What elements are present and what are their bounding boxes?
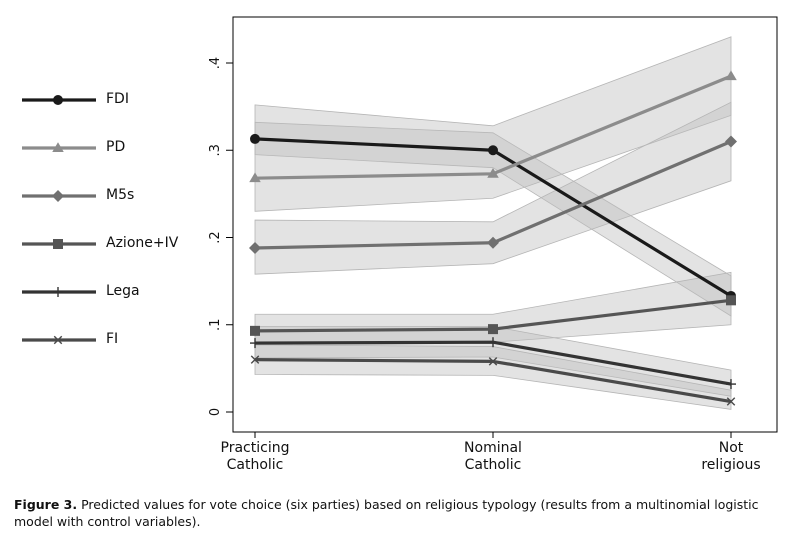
legend-item-lega: Lega: [20, 282, 200, 302]
ci-band-m5s: [254, 101, 732, 275]
legend-key-fdi: [22, 95, 96, 105]
point-pd: [487, 168, 499, 178]
point-azione-iv: [250, 325, 260, 336]
point-fdi: [250, 133, 260, 144]
point-azione-iv: [726, 295, 736, 306]
point-fi: [250, 355, 260, 364]
x-tick-label: Nominal: [464, 440, 522, 456]
legend-label: Azione+IV: [106, 235, 179, 251]
caption-label: Figure 3.: [14, 497, 78, 512]
legend-item-pd: PD: [20, 138, 200, 158]
legend-label: M5s: [106, 187, 135, 203]
x-tick-label: Not: [719, 440, 744, 456]
point-fdi: [488, 145, 498, 156]
x-tick-label: Catholic: [465, 457, 522, 473]
y-tick-label: .2: [208, 231, 223, 243]
point-lega: [250, 338, 260, 349]
x-tick-label: religious: [701, 457, 760, 473]
x-axis: PracticingCatholicNominalCatholicNotreli…: [221, 431, 777, 473]
legend-label: PD: [106, 139, 126, 155]
confidence-bands: [254, 36, 732, 410]
legend-label: Lega: [106, 283, 140, 299]
y-tick-label: .1: [208, 319, 223, 331]
y-tick-label: .3: [208, 144, 223, 156]
legend-key-pd: [22, 142, 96, 152]
y-tick-label: .4: [208, 57, 223, 69]
point-fi: [488, 357, 498, 366]
caption-text: Predicted values for vote choice (six pa…: [14, 497, 759, 529]
x-tick-label: Catholic: [227, 457, 284, 473]
legend-key-azione-iv: [22, 239, 96, 249]
point-pd: [725, 70, 737, 81]
point-azione-iv: [488, 324, 498, 335]
legend-item-fdi: FDI: [20, 90, 200, 110]
legend-item-azione-iv: Azione+IV: [20, 234, 200, 254]
point-m5s: [249, 241, 261, 254]
point-lega: [488, 337, 498, 348]
legend-label: FI: [106, 331, 119, 347]
point-lega: [726, 379, 736, 390]
point-m5s: [725, 135, 737, 148]
y-axis: 0 .1 .2 .3 .4: [208, 17, 234, 432]
legend-key-m5s: [22, 190, 96, 202]
point-pd: [249, 172, 261, 183]
legend-label: FDI: [106, 91, 129, 107]
y-tick-label: 0: [208, 408, 223, 416]
legend-item-m5s: M5s: [20, 186, 200, 206]
legend-key-fi: [22, 335, 96, 345]
series-markers: [249, 70, 737, 406]
point-m5s: [487, 236, 499, 249]
legend-item-fi: FI: [20, 330, 200, 350]
figure-caption: Figure 3. Predicted values for vote choi…: [14, 496, 774, 530]
x-tick-label: Practicing: [221, 440, 290, 456]
chart: 0.1.2.3.4 PracticingCatholicNominalCatho…: [208, 16, 778, 473]
ci-band-fi: [254, 344, 732, 410]
legend-key-lega: [22, 287, 96, 297]
point-fi: [726, 397, 736, 406]
